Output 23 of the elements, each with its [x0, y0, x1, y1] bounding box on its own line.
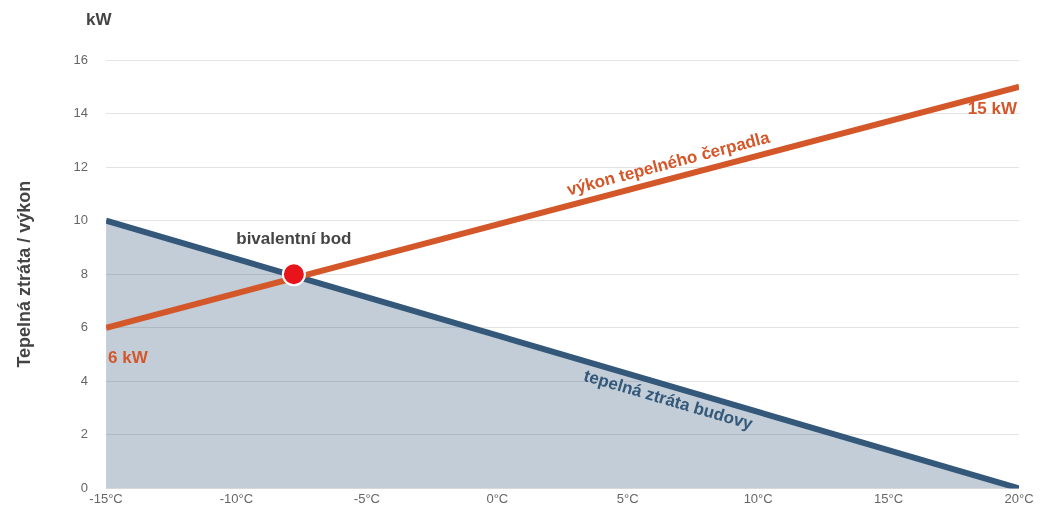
- x-tick-label: -10°C: [219, 490, 254, 506]
- y-tick-label: 8: [80, 265, 89, 281]
- x-tick-label: -15°C: [89, 490, 123, 506]
- y-axis-title: Tepelná ztráta / výkon: [13, 180, 34, 368]
- text: výkon tepelného čerpadla: [564, 127, 773, 200]
- x-tick-label: -5°C: [353, 490, 380, 506]
- x-tick-label: 10°C: [743, 490, 773, 506]
- y-tick-label: 10: [73, 212, 89, 228]
- annotation: bivalentní bod: [236, 229, 352, 249]
- x-tick-label: 5°C: [616, 490, 639, 506]
- y-tick-label: 0: [80, 479, 89, 495]
- y-tick-label: 2: [80, 426, 89, 442]
- annotation: 6 kW: [108, 347, 149, 367]
- y-tick-label: 14: [73, 105, 89, 121]
- x-tick-label: 0°C: [486, 490, 509, 506]
- x-tick-label: 15°C: [874, 490, 904, 506]
- annotation: 15 kW: [967, 98, 1018, 118]
- y-tick-label: 16: [73, 51, 89, 67]
- x-tick-label: 20°C: [1004, 490, 1034, 506]
- y-tick-label: 4: [80, 372, 89, 388]
- text: kW: [86, 10, 113, 30]
- y-tick-label: 6: [80, 319, 89, 335]
- y-tick-label: 12: [73, 158, 89, 174]
